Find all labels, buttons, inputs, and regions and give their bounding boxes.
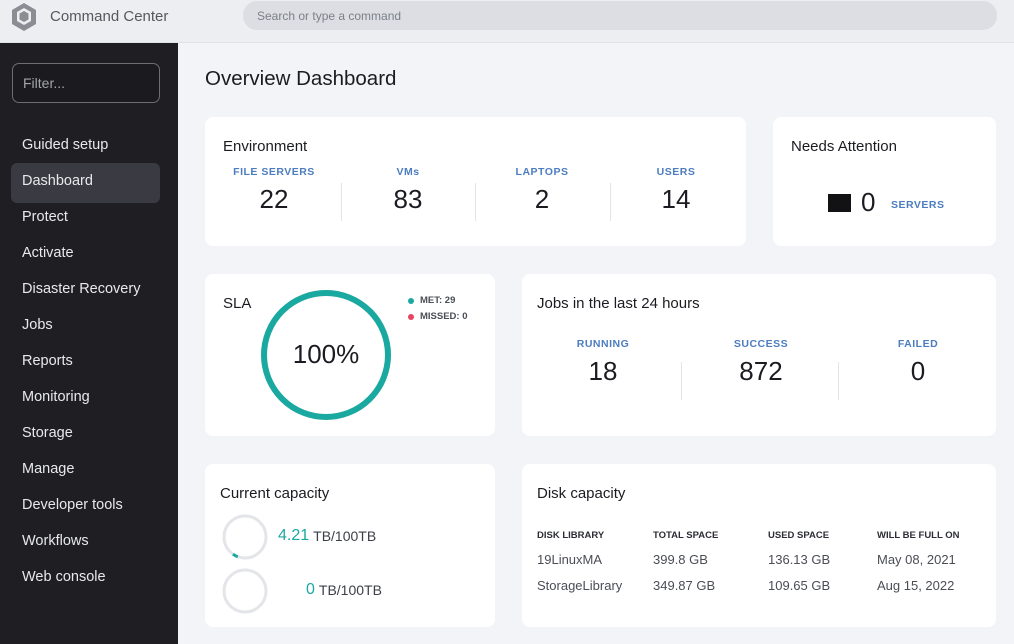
missed-dot-icon <box>408 313 414 320</box>
capacity-row[interactable]: 0 TB/100TB <box>306 581 382 599</box>
main-content: Overview Dashboard Environment FILE SERV… <box>178 43 1014 644</box>
capacity-gauge-icon <box>222 514 268 560</box>
stat-value: 83 <box>393 184 423 214</box>
sidebar: Guided setup Dashboard Protect Activate … <box>0 43 178 644</box>
stat-label: SUCCESS <box>733 338 789 350</box>
stat-label: USERS <box>656 166 696 178</box>
divider <box>610 183 611 221</box>
divider <box>838 362 839 400</box>
stat-vms[interactable]: VMs 83 <box>341 166 475 215</box>
top-bar: Command Center <box>0 0 1014 43</box>
stat-file-servers[interactable]: FILE SERVERS 22 <box>207 166 341 215</box>
table-row[interactable]: 19LinuxMA 399.8 GB 136.13 GB May 08, 202… <box>537 542 977 571</box>
column-header[interactable]: USED SPACE <box>768 529 830 541</box>
sidebar-item-monitoring[interactable]: Monitoring <box>22 389 90 405</box>
current-capacity-title: Current capacity <box>220 485 330 502</box>
environment-title: Environment <box>223 138 308 155</box>
sidebar-item-protect[interactable]: Protect <box>22 209 68 225</box>
sla-ring-progress <box>261 290 391 420</box>
table-header-row: DISK LIBRARY TOTAL SPACE USED SPACE WILL… <box>537 528 977 542</box>
disk-table: DISK LIBRARY TOTAL SPACE USED SPACE WILL… <box>537 528 977 600</box>
server-icon <box>828 194 851 212</box>
stat-label: RUNNING <box>576 338 630 350</box>
attention-value[interactable]: 0 <box>861 187 876 217</box>
jobs-title: Jobs in the last 24 hours <box>537 295 700 312</box>
sidebar-item-manage[interactable]: Manage <box>22 461 75 477</box>
column-header[interactable]: TOTAL SPACE <box>653 529 719 541</box>
sidebar-item-web-console[interactable]: Web console <box>22 569 106 585</box>
sla-percent: 100% <box>292 339 360 369</box>
sla-ring <box>261 290 391 420</box>
table-cell: StorageLibrary <box>537 578 623 593</box>
attention-label[interactable]: SERVERS <box>891 199 945 211</box>
stat-label: FILE SERVERS <box>233 166 315 178</box>
capacity-row[interactable]: 4.21 TB/100TB <box>278 527 376 545</box>
stat-failed[interactable]: FAILED 0 <box>851 338 985 387</box>
divider <box>341 183 342 221</box>
capacity-unit: TB/100TB <box>318 582 382 598</box>
sidebar-item-guided-setup[interactable]: Guided setup <box>22 137 109 153</box>
command-search[interactable] <box>243 1 997 30</box>
search-input[interactable] <box>243 1 997 30</box>
needs-attention-card: Needs Attention 0 SERVERS <box>773 117 996 246</box>
sla-title: SLA <box>223 295 252 312</box>
app-title: Command Center <box>50 8 169 25</box>
filter-input[interactable] <box>13 64 159 102</box>
stat-value: 22 <box>259 184 289 214</box>
sla-legend-missed[interactable]: MISSED: 0 <box>408 311 468 322</box>
capacity-used: 0 <box>306 581 315 598</box>
stat-running[interactable]: RUNNING 18 <box>536 338 670 387</box>
sidebar-item-disaster-recovery[interactable]: Disaster Recovery <box>22 281 141 297</box>
stat-value: 0 <box>910 356 926 386</box>
page-title: Overview Dashboard <box>205 67 397 90</box>
jobs-card: Jobs in the last 24 hours RUNNING 18 SUC… <box>522 274 996 436</box>
sla-card: SLA 100% MET: 29 MISSED: 0 <box>205 274 495 436</box>
column-header[interactable]: WILL BE FULL ON <box>877 529 960 541</box>
capacity-unit: TB/100TB <box>313 528 377 544</box>
sidebar-item-storage[interactable]: Storage <box>22 425 73 441</box>
table-cell: 349.87 GB <box>653 578 716 593</box>
table-cell: Aug 15, 2022 <box>877 578 955 593</box>
capacity-used: 4.21 <box>278 527 310 544</box>
stat-laptops[interactable]: LAPTOPS 2 <box>475 166 609 215</box>
stat-success[interactable]: SUCCESS 872 <box>694 338 828 387</box>
environment-card: Environment FILE SERVERS 22 VMs 83 LAPTO… <box>205 117 746 246</box>
capacity-gauge-icon <box>222 568 268 614</box>
stat-label: VMs <box>396 166 420 178</box>
column-header[interactable]: DISK LIBRARY <box>537 529 605 541</box>
sidebar-item-activate[interactable]: Activate <box>22 245 74 261</box>
disk-capacity-title: Disk capacity <box>537 485 626 502</box>
met-dot-icon <box>408 297 414 304</box>
missed-label: MISSED: 0 <box>420 311 468 322</box>
table-cell: 109.65 GB <box>768 578 831 593</box>
sidebar-item-dashboard[interactable]: Dashboard <box>11 163 160 203</box>
stat-users[interactable]: USERS 14 <box>609 166 743 215</box>
stat-label: FAILED <box>897 338 939 350</box>
current-capacity-card: Current capacity 4.21 TB/100TB 0 TB/100T… <box>205 464 495 627</box>
sidebar-item-jobs[interactable]: Jobs <box>22 317 53 333</box>
stat-label: LAPTOPS <box>515 166 569 178</box>
table-cell: May 08, 2021 <box>877 552 956 567</box>
sidebar-nav: Guided setup Dashboard Protect Activate … <box>11 127 160 595</box>
table-cell: 19LinuxMA <box>537 552 603 567</box>
app-logo-icon[interactable] <box>10 2 38 32</box>
divider <box>681 362 682 400</box>
sidebar-item-workflows[interactable]: Workflows <box>22 533 89 549</box>
divider <box>475 183 476 221</box>
table-cell: 136.13 GB <box>768 552 831 567</box>
filter-box[interactable] <box>12 63 160 103</box>
stat-value: 18 <box>588 356 618 386</box>
disk-capacity-card: Disk capacity DISK LIBRARY TOTAL SPACE U… <box>522 464 996 627</box>
stat-value: 872 <box>739 356 783 386</box>
met-label: MET: 29 <box>420 295 456 306</box>
sla-legend-met[interactable]: MET: 29 <box>408 295 455 306</box>
sidebar-item-developer-tools[interactable]: Developer tools <box>22 497 123 513</box>
table-row[interactable]: StorageLibrary 349.87 GB 109.65 GB Aug 1… <box>537 571 977 600</box>
stat-value: 2 <box>534 184 550 214</box>
table-cell: 399.8 GB <box>653 552 708 567</box>
stat-value: 14 <box>661 184 691 214</box>
needs-attention-title: Needs Attention <box>791 138 897 155</box>
sidebar-item-reports[interactable]: Reports <box>22 353 73 369</box>
